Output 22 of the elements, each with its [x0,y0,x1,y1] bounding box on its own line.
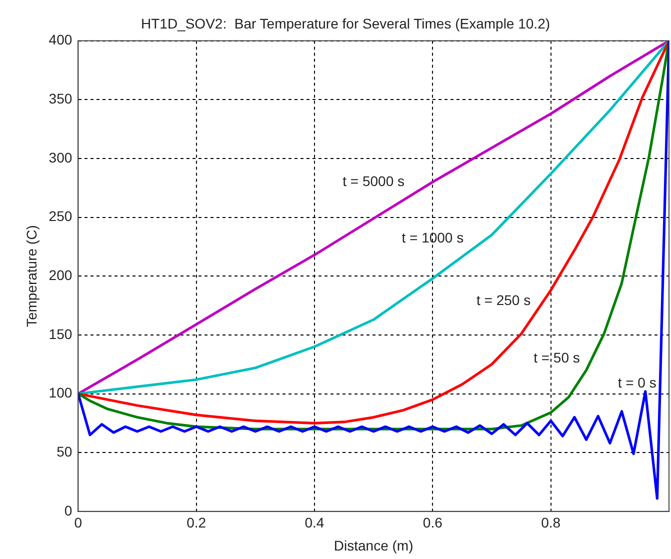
y-tick-label: 350 [48,90,72,106]
y-tick-label: 50 [56,443,72,460]
annotation: t = 0 s [618,374,656,390]
y-tick-label: 100 [48,384,72,401]
x-tick-label: 0 [74,514,82,531]
y-tick-label: 250 [48,208,72,224]
annotation: t = 5000 s [342,172,405,189]
annotation: t = 1000 s [402,229,464,246]
x-tick-label: 0.4 [304,514,324,531]
y-tick-label: 300 [48,149,72,166]
y-axis-title: Temperature (C) [23,225,40,328]
y-tick-label: 0 [64,502,72,518]
x-axis-title: Distance (m) [334,537,414,554]
x-tick-label: 0.2 [186,514,206,531]
y-tick-label: 400 [48,32,72,48]
x-tick-label: 0.6 [422,514,443,531]
y-tick-label: 150 [48,326,72,342]
chart-title: HT1D_SOV2: Bar Temperature for Several Times (Example 10.2) [140,15,550,32]
annotation: t = 50 s [534,349,580,366]
y-tick-label: 200 [48,266,72,283]
x-tick-label: 0.8 [541,514,561,531]
annotation: t = 250 s [476,292,531,308]
